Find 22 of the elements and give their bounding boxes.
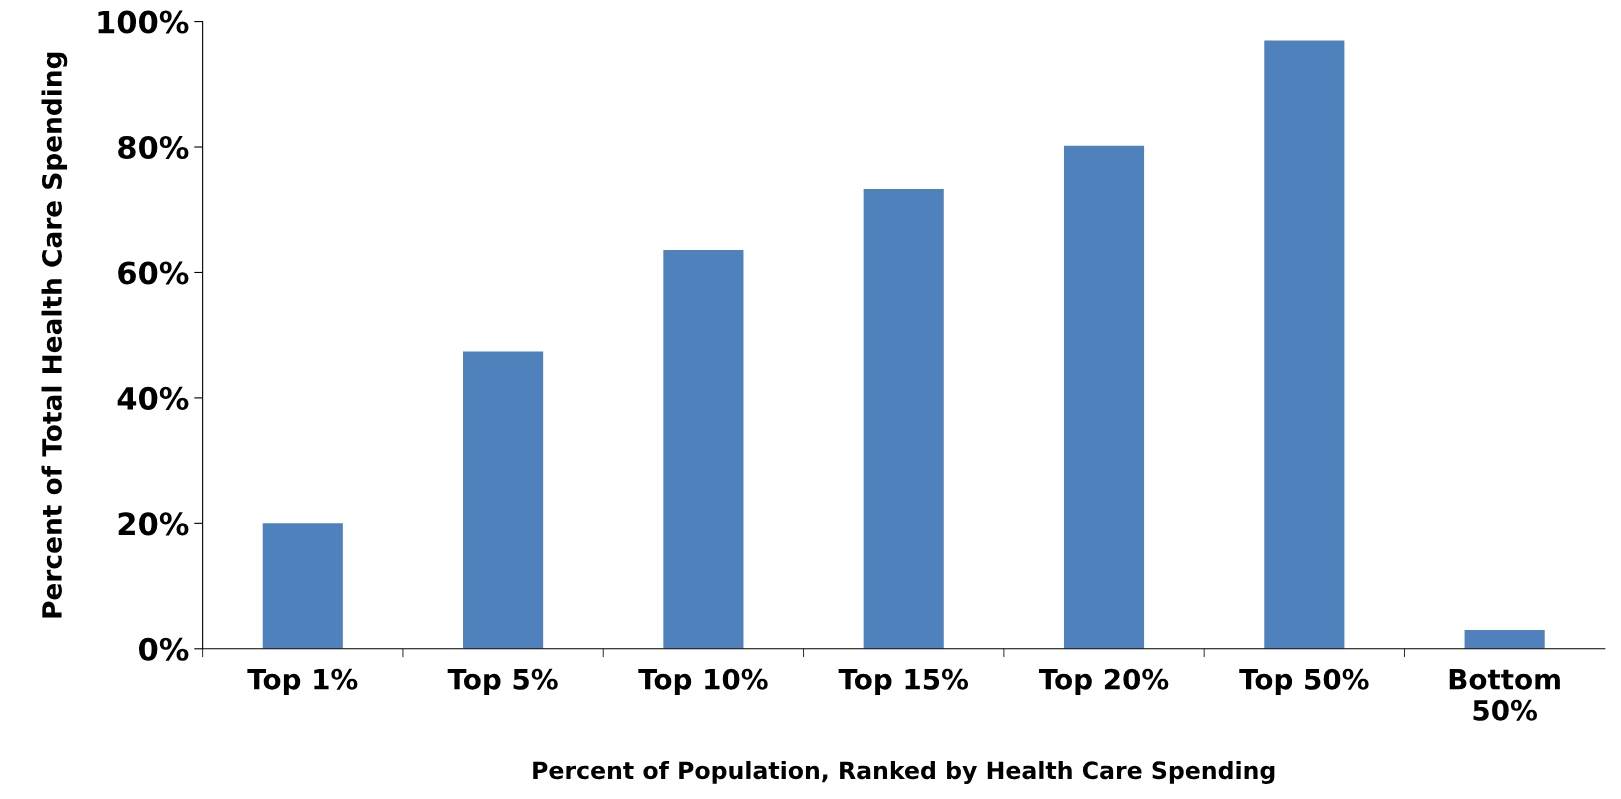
x-tick-label: Top 20% bbox=[1038, 668, 1169, 696]
bar bbox=[663, 249, 744, 649]
x-axis-title: Percent of Population, Ranked by Health Care Spending bbox=[533, 760, 1275, 784]
y-tick-label: 20% bbox=[118, 512, 189, 536]
y-tick-label: 40% bbox=[117, 386, 189, 410]
y-tick-label: 0% bbox=[139, 637, 189, 661]
x-tick-label: Top 5% bbox=[447, 668, 558, 696]
y-axis-title: Percent of Total Health Care Spending bbox=[41, 52, 68, 618]
bar bbox=[1264, 40, 1345, 649]
x-tick-label: Top 10% bbox=[638, 668, 768, 696]
bar bbox=[463, 351, 544, 649]
y-tick-label: 80% bbox=[118, 135, 189, 160]
bar bbox=[1063, 145, 1145, 649]
x-tick-label: Top 50% bbox=[1239, 668, 1369, 696]
bar bbox=[262, 523, 343, 649]
bar bbox=[863, 189, 944, 649]
x-tick-label: Top 1% bbox=[247, 668, 358, 696]
x-tick-label: Top 15% bbox=[838, 668, 969, 696]
bar bbox=[1464, 629, 1545, 649]
x-tick-label: Bottom 50% bbox=[1449, 669, 1560, 721]
y-tick-label: 60% bbox=[118, 261, 189, 285]
y-tick-label: 100% bbox=[98, 10, 189, 34]
